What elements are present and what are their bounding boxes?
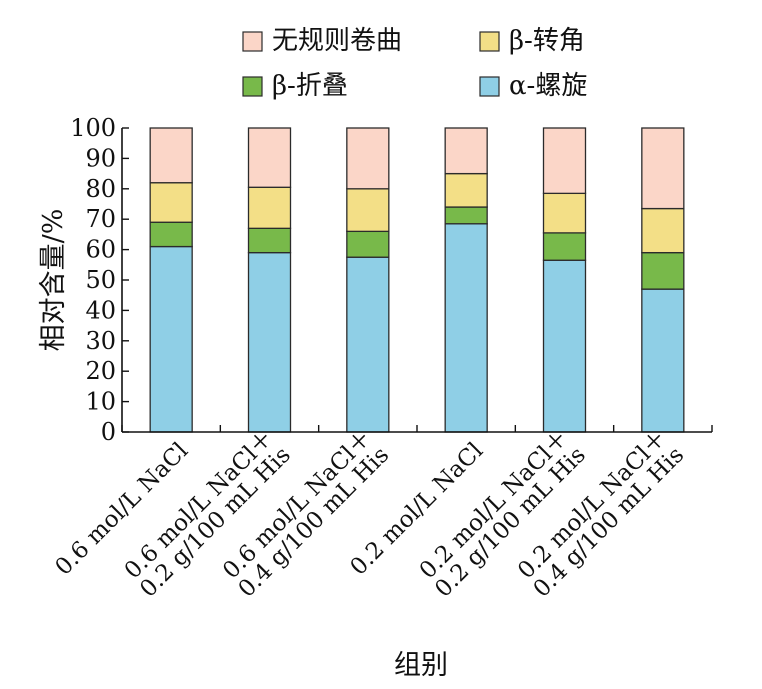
bar-segment-4-cat-3 [346, 127, 390, 190]
legend-label: β-转角 [509, 26, 585, 56]
bar-segment-3-cat-3 [346, 188, 390, 233]
legend-swatch [242, 76, 263, 97]
legend-swatch [479, 31, 500, 52]
legend-label: β-折叠 [272, 71, 348, 101]
bar-segment-4-cat-5 [542, 127, 587, 195]
bar-segment-3-cat-2 [247, 186, 292, 229]
bars-group [149, 127, 685, 433]
bar-segment-3-cat-4 [444, 172, 488, 208]
y-tick-label: 100 [70, 114, 116, 142]
legend-swatch [242, 31, 263, 52]
bar-segment-4-cat-4 [444, 127, 488, 175]
bar-segment-1-cat-1 [149, 245, 193, 433]
y-axis-title: 相对含量/% [38, 209, 69, 352]
y-tick-label: 10 [85, 388, 116, 416]
bar-segment-1-cat-2 [247, 251, 292, 433]
bar-segment-1-cat-6 [641, 288, 685, 433]
bar-segment-3-cat-5 [542, 192, 587, 234]
bar-segment-3-cat-1 [149, 182, 193, 223]
y-tick-label: 60 [85, 236, 116, 264]
y-tick-label: 0 [101, 418, 116, 446]
y-tick-label: 40 [85, 296, 116, 324]
bar-segment-3-cat-6 [641, 207, 685, 254]
y-tick-label: 30 [85, 327, 116, 355]
bar-segment-4-cat-1 [149, 127, 193, 184]
y-tick-label: 50 [85, 266, 116, 294]
bar-segment-4-cat-6 [641, 127, 685, 210]
bar-segment-2-cat-1 [149, 221, 193, 248]
y-tick-label: 70 [85, 205, 116, 233]
bar-segment-2-cat-6 [641, 251, 685, 290]
bar-segment-1-cat-3 [346, 256, 390, 433]
y-tick-label: 80 [85, 175, 116, 203]
bar-segment-2-cat-2 [247, 227, 292, 254]
x-axis-title: 组别 [394, 650, 448, 681]
legend-label: 无规则卷曲 [272, 26, 402, 56]
bar-segment-2-cat-5 [542, 232, 587, 261]
bar-segment-1-cat-5 [542, 259, 587, 433]
bar-segment-2-cat-4 [444, 206, 488, 225]
bar-segment-1-cat-4 [444, 223, 488, 433]
bar-segment-2-cat-3 [346, 230, 390, 258]
legend: 无规则卷曲 β-转角 β-折叠 α-螺旋 [242, 26, 587, 101]
legend-label: α-螺旋 [509, 71, 587, 101]
bar-segment-4-cat-2 [247, 127, 292, 188]
y-tick-label: 20 [85, 357, 116, 385]
legend-swatch [479, 76, 500, 97]
y-tick-label: 90 [85, 144, 116, 172]
